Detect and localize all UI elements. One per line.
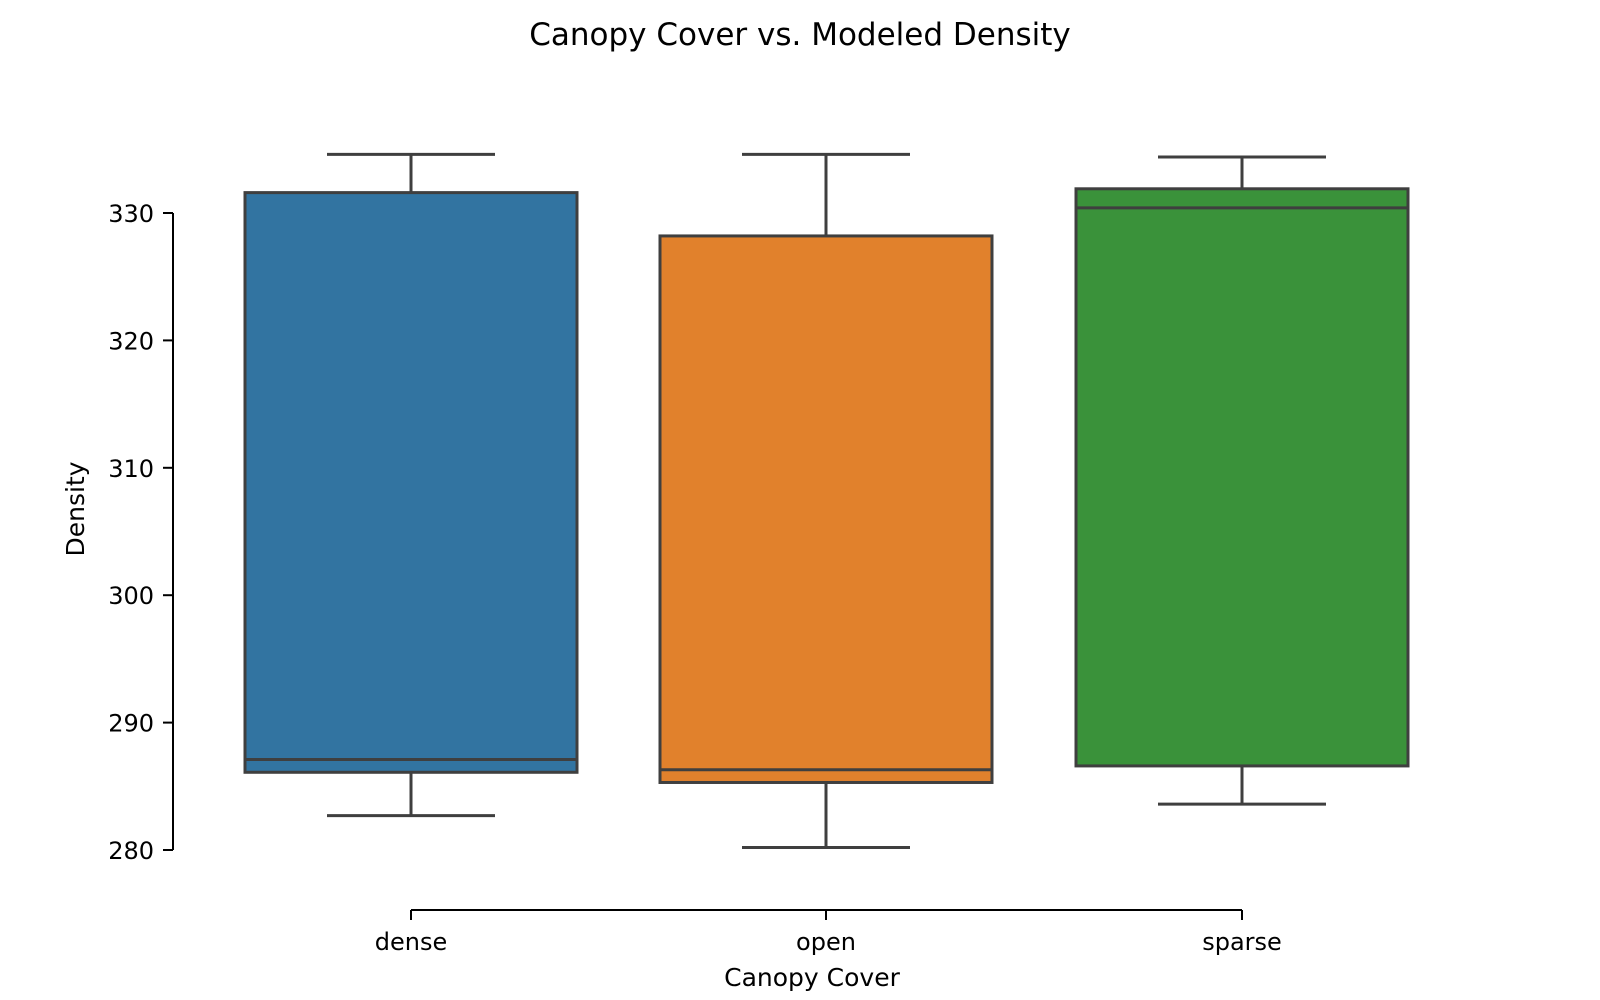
x-axis-label: Canopy Cover bbox=[724, 963, 900, 992]
y-axis-ticks: 280 290 300 310 320 330 bbox=[108, 200, 173, 865]
x-tick-label-dense: dense bbox=[375, 928, 447, 956]
box-dense bbox=[243, 152, 579, 818]
y-tick-label-290: 290 bbox=[108, 710, 154, 738]
iqr-box-open bbox=[658, 234, 994, 784]
x-axis-ticks: dense open sparse bbox=[375, 910, 1282, 956]
y-tick-label-300: 300 bbox=[108, 582, 154, 610]
y-axis-label: Density bbox=[61, 461, 90, 556]
chart-title: Canopy Cover vs. Modeled Density bbox=[529, 17, 1071, 53]
y-tick-label-280: 280 bbox=[108, 837, 154, 865]
box-open bbox=[658, 152, 994, 849]
y-tick-label-320: 320 bbox=[108, 327, 154, 355]
plot-area bbox=[243, 152, 1410, 849]
x-tick-label-open: open bbox=[796, 928, 856, 956]
x-tick-label-sparse: sparse bbox=[1202, 928, 1282, 956]
y-tick-label-330: 330 bbox=[108, 200, 154, 228]
box-sparse bbox=[1074, 155, 1410, 806]
y-tick-label-310: 310 bbox=[108, 455, 154, 483]
iqr-box-dense bbox=[243, 191, 579, 774]
iqr-box-sparse bbox=[1074, 187, 1410, 768]
